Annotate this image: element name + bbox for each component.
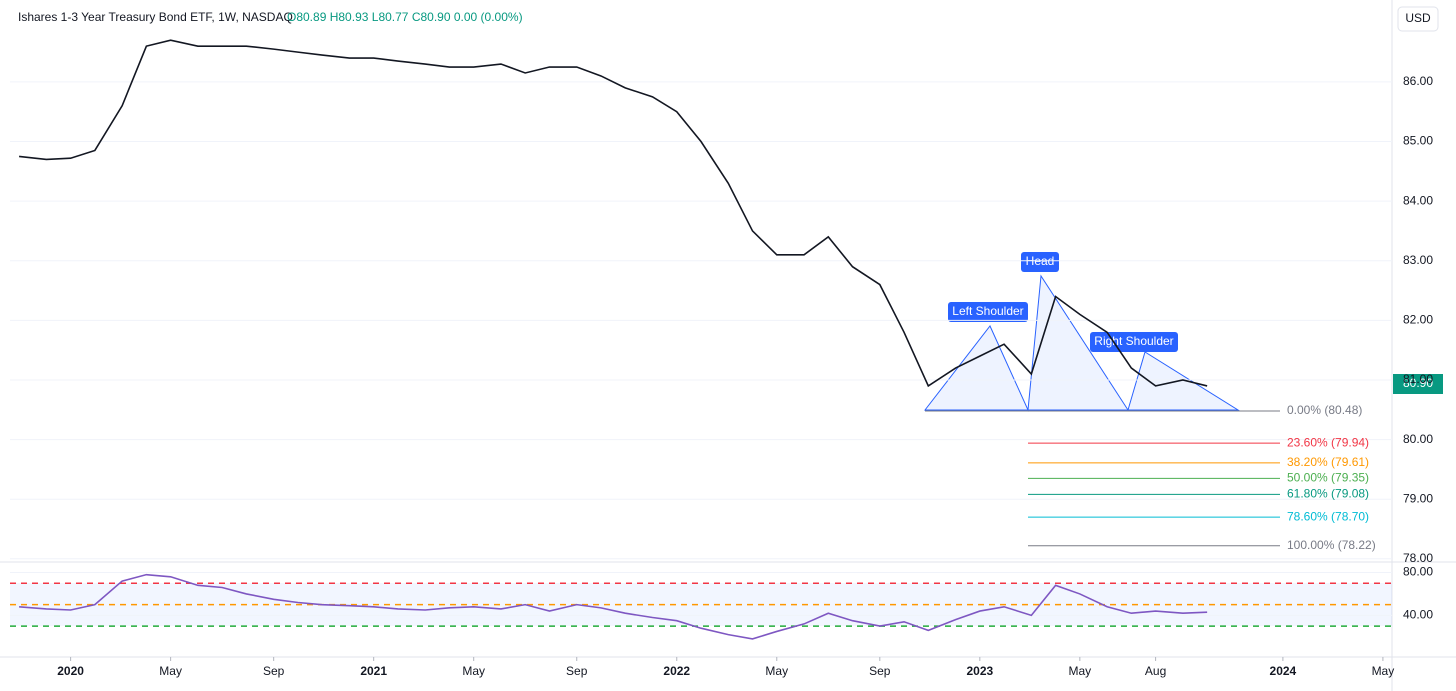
y-tick-label: 81.00	[1403, 372, 1433, 386]
fib-label: 38.20% (79.61)	[1287, 455, 1369, 469]
x-tick-label: May	[1372, 664, 1395, 678]
y-tick-label: 79.00	[1403, 491, 1433, 505]
y-tick-label: 85.00	[1403, 134, 1433, 148]
last-price-badge	[1393, 374, 1443, 394]
x-tick-label: Sep	[263, 664, 285, 678]
x-tick-label: May	[159, 664, 182, 678]
currency: USD	[1405, 11, 1431, 25]
x-tick-label: 2020	[57, 664, 84, 678]
annotation: Right Shoulder	[1094, 334, 1173, 348]
y-tick-label: 78.00	[1403, 551, 1433, 565]
x-tick-label: 2022	[663, 664, 690, 678]
y-tick-label: 84.00	[1403, 193, 1433, 207]
annotation-box	[1090, 332, 1178, 352]
fib-label: 61.80% (79.08)	[1287, 487, 1369, 501]
series-line	[19, 39, 1208, 388]
x-tick-label: 2024	[1270, 664, 1297, 678]
x-tick-label: Sep	[869, 664, 891, 678]
last-price: 80.90	[1403, 376, 1433, 390]
y-tick-label: 40.00	[1403, 608, 1433, 622]
high: H80.93	[330, 10, 369, 24]
head-shoulders-pattern	[923, 274, 1240, 412]
annotation-box	[1021, 252, 1059, 272]
currency-box[interactable]	[1397, 6, 1439, 32]
fib-label: 78.60% (78.70)	[1287, 509, 1369, 523]
y-tick-label: 83.00	[1403, 253, 1433, 267]
legend-title: Ishares 1-3 Year Treasury Bond ETF, 1W, …	[18, 10, 293, 24]
y-tick-label: 80.00	[1403, 565, 1433, 579]
x-tick-label: May	[765, 664, 788, 678]
open: O80.89	[287, 10, 327, 24]
x-tick-label: May	[462, 664, 485, 678]
fib-label: 23.60% (79.94)	[1287, 435, 1369, 449]
y-tick-label: 86.00	[1403, 74, 1433, 88]
x-tick-label: May	[1069, 664, 1092, 678]
rsi-band	[10, 583, 1392, 626]
legend-ohlc: O80.89 H80.93 L80.77 C80.90 0.00 (0.00%)	[287, 10, 523, 24]
close: C80.90	[412, 10, 451, 24]
fib-label: 50.00% (79.35)	[1287, 471, 1369, 485]
annotation: Left Shoulder	[952, 304, 1023, 318]
series-line	[19, 573, 1208, 640]
annotation-box	[948, 302, 1028, 322]
change: 0.00 (0.00%)	[454, 10, 523, 24]
y-tick-label: 82.00	[1403, 313, 1433, 327]
x-tick-label: 2021	[360, 664, 387, 678]
y-tick-label: 80.00	[1403, 432, 1433, 446]
x-tick-label: Aug	[1145, 664, 1166, 678]
fib-label: 100.00% (78.22)	[1287, 538, 1376, 552]
x-tick-label: 2023	[966, 664, 993, 678]
fib-label: 0.00% (80.48)	[1287, 403, 1362, 417]
x-tick-label: Sep	[566, 664, 588, 678]
low: L80.77	[372, 10, 409, 24]
